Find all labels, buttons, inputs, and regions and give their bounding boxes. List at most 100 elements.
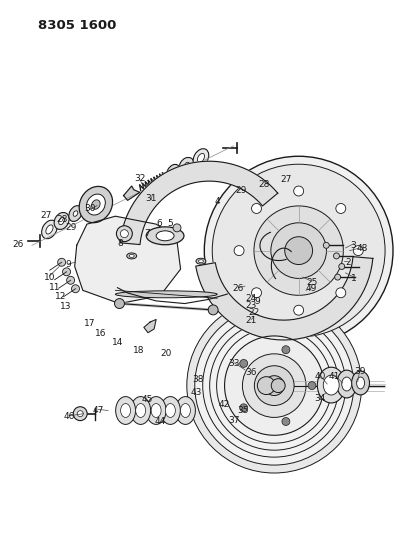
Text: 42: 42 xyxy=(218,400,229,409)
Ellipse shape xyxy=(166,164,180,180)
Circle shape xyxy=(271,378,284,393)
Text: 25: 25 xyxy=(305,278,317,287)
Text: 31: 31 xyxy=(145,194,157,203)
Circle shape xyxy=(253,206,342,295)
Text: 40: 40 xyxy=(313,372,325,381)
Text: 24: 24 xyxy=(245,294,256,303)
Ellipse shape xyxy=(175,397,195,424)
Circle shape xyxy=(116,226,132,241)
Circle shape xyxy=(58,259,65,266)
Ellipse shape xyxy=(42,220,57,239)
Circle shape xyxy=(239,359,247,367)
Ellipse shape xyxy=(130,397,150,424)
Circle shape xyxy=(264,376,283,395)
Ellipse shape xyxy=(196,258,205,264)
Text: 18: 18 xyxy=(132,345,144,354)
Ellipse shape xyxy=(91,200,100,209)
Text: 32: 32 xyxy=(134,174,145,183)
Circle shape xyxy=(334,274,340,280)
Circle shape xyxy=(187,298,361,473)
Circle shape xyxy=(281,346,289,354)
Polygon shape xyxy=(74,216,180,304)
Ellipse shape xyxy=(160,397,180,424)
Text: 22: 22 xyxy=(247,308,259,317)
Circle shape xyxy=(338,263,344,270)
Circle shape xyxy=(254,366,293,406)
Circle shape xyxy=(251,288,261,298)
Text: 33: 33 xyxy=(228,359,240,368)
Text: 29: 29 xyxy=(235,186,246,195)
Circle shape xyxy=(323,243,328,248)
Text: 44: 44 xyxy=(154,417,165,425)
Circle shape xyxy=(63,268,70,276)
Text: 8: 8 xyxy=(117,239,123,248)
Circle shape xyxy=(293,186,303,196)
Ellipse shape xyxy=(351,371,369,395)
Circle shape xyxy=(293,305,303,315)
Polygon shape xyxy=(123,186,139,200)
Ellipse shape xyxy=(86,194,105,215)
Ellipse shape xyxy=(198,260,203,263)
Text: 28: 28 xyxy=(257,181,269,189)
Circle shape xyxy=(216,328,331,443)
Circle shape xyxy=(257,377,274,394)
Circle shape xyxy=(71,285,79,293)
Circle shape xyxy=(73,407,87,421)
Text: 11: 11 xyxy=(49,282,61,292)
Ellipse shape xyxy=(156,231,173,241)
Ellipse shape xyxy=(151,403,161,417)
Text: 4: 4 xyxy=(214,197,220,206)
Ellipse shape xyxy=(317,367,344,403)
Ellipse shape xyxy=(146,227,184,245)
Circle shape xyxy=(234,246,243,256)
Text: 3: 3 xyxy=(350,241,356,250)
Text: 13: 13 xyxy=(60,302,71,311)
Text: 35: 35 xyxy=(237,406,248,415)
Ellipse shape xyxy=(69,206,82,221)
Circle shape xyxy=(173,224,180,232)
Polygon shape xyxy=(144,319,156,333)
Circle shape xyxy=(281,417,289,425)
Text: 46: 46 xyxy=(63,413,74,422)
Text: 16: 16 xyxy=(95,329,106,338)
Text: 39: 39 xyxy=(353,367,364,376)
Text: 26: 26 xyxy=(13,240,24,249)
Circle shape xyxy=(335,288,345,298)
Text: 34: 34 xyxy=(313,394,325,403)
Text: 21: 21 xyxy=(245,316,256,325)
Text: 2: 2 xyxy=(345,258,350,266)
Ellipse shape xyxy=(129,254,134,257)
Text: 9: 9 xyxy=(65,261,71,269)
Circle shape xyxy=(239,404,247,412)
Ellipse shape xyxy=(58,217,65,224)
Text: 27: 27 xyxy=(40,211,52,220)
Circle shape xyxy=(77,411,83,417)
Text: 1: 1 xyxy=(350,273,356,282)
Ellipse shape xyxy=(180,403,190,417)
Ellipse shape xyxy=(120,403,130,417)
Text: 17: 17 xyxy=(84,319,96,328)
Circle shape xyxy=(208,305,218,315)
Circle shape xyxy=(209,321,338,450)
Text: 26: 26 xyxy=(232,284,243,293)
Circle shape xyxy=(284,237,312,264)
Text: 20: 20 xyxy=(160,349,172,358)
Ellipse shape xyxy=(356,377,364,389)
Text: 45: 45 xyxy=(141,395,153,405)
Text: 29: 29 xyxy=(65,223,76,232)
Ellipse shape xyxy=(336,370,356,398)
Polygon shape xyxy=(195,257,372,340)
Circle shape xyxy=(335,204,345,213)
Ellipse shape xyxy=(135,403,145,417)
Circle shape xyxy=(242,354,305,417)
Circle shape xyxy=(270,223,326,278)
Text: 28: 28 xyxy=(56,215,68,224)
Text: 43: 43 xyxy=(190,388,201,397)
Text: 10: 10 xyxy=(44,272,55,281)
Ellipse shape xyxy=(197,154,204,163)
Ellipse shape xyxy=(146,397,166,424)
Ellipse shape xyxy=(54,213,69,230)
Circle shape xyxy=(251,204,261,213)
Text: 47: 47 xyxy=(92,406,104,415)
Text: 9: 9 xyxy=(254,297,259,306)
